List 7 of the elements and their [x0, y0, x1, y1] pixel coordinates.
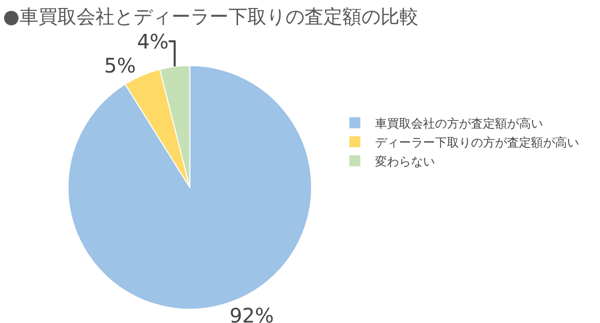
data-label: 4%: [136, 29, 169, 54]
legend-label: 変わらない: [374, 154, 435, 168]
data-label: 92%: [229, 304, 274, 323]
chart-title: ●車買取会社とディーラー下取りの査定額の比較: [3, 6, 419, 28]
legend-label: ディーラー下取りの方が査定額が高い: [374, 135, 579, 150]
legend-label: 車買取会社の方が査定額が高い: [374, 116, 543, 130]
data-label: 5%: [104, 53, 136, 78]
